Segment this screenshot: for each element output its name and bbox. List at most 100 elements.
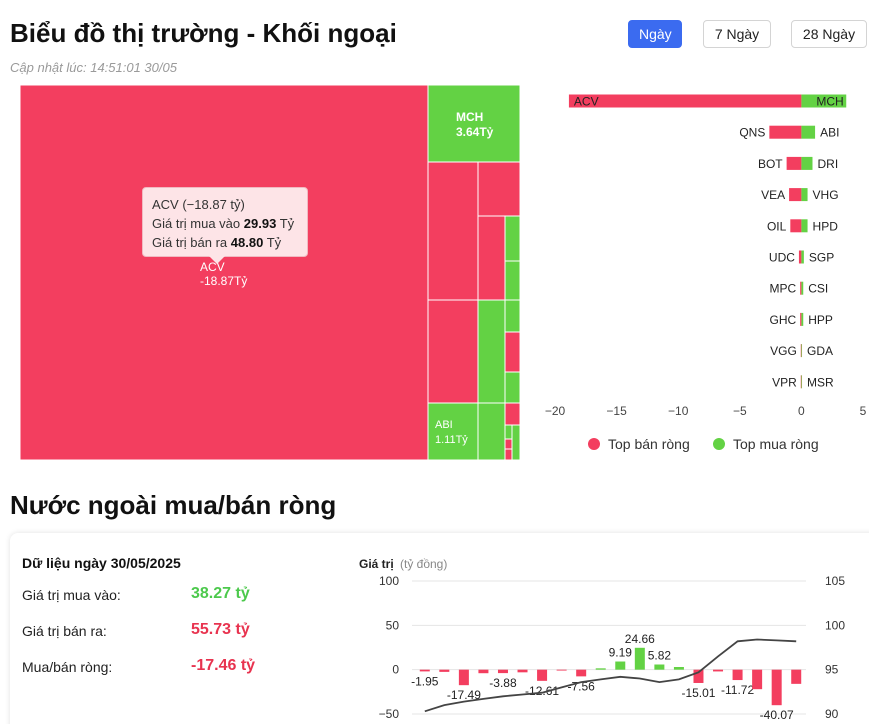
- y-tick-left: 0: [392, 663, 399, 677]
- bar-label-buy: SGP: [809, 251, 834, 265]
- foreign-treemap[interactable]: ACV -18.87Tỷ MCH 3.64Tỷ ABI 1.11Tỷ: [20, 85, 520, 460]
- bar-buy-hpd: [801, 219, 808, 233]
- legend-sell[interactable]: Top bán ròng: [588, 436, 690, 452]
- legend-sell-dot: [588, 438, 600, 450]
- net-bar: [693, 669, 704, 683]
- bar-value-label: 9.19: [609, 646, 633, 660]
- treemap-label-mch-value: 3.64Tỷ: [456, 125, 494, 139]
- bar-sell-udc: [798, 250, 802, 264]
- net-bar: [634, 647, 645, 670]
- treemap-cell-acv[interactable]: [20, 85, 429, 460]
- bar-sell-mpc: [800, 281, 802, 295]
- bar-value-label: -17.49: [447, 688, 481, 702]
- tooltip-sell-unit: Tỷ: [266, 235, 282, 250]
- updated-timestamp: Cập nhật lúc: 14:51:01 30/05: [10, 60, 177, 75]
- treemap-label-acv-value: -18.87Tỷ: [200, 274, 247, 288]
- treemap-cell[interactable]: [504, 215, 520, 262]
- net-bar: [713, 669, 724, 672]
- net-bar: [537, 669, 548, 681]
- y-tick-right: 105: [825, 574, 845, 588]
- treemap-cell[interactable]: [477, 215, 506, 301]
- bar-value-label: -12.61: [525, 684, 559, 698]
- bar-label-buy: DRI: [817, 157, 838, 171]
- period-28day-button[interactable]: 28 Ngày: [791, 20, 867, 48]
- bar-buy-hpp: [801, 312, 804, 326]
- treemap-cell[interactable]: [477, 161, 520, 217]
- bar-label-sell: VPR: [772, 375, 797, 389]
- bar-sell-qns: [769, 125, 802, 139]
- index-line: [424, 638, 797, 713]
- bar-buy-vhg: [801, 188, 808, 202]
- x-tick-label: 5: [860, 404, 867, 418]
- bar-label-sell: BOT: [758, 157, 783, 171]
- net-bar: [458, 669, 469, 686]
- treemap-label-abi-value: 1.11Tỷ: [435, 434, 468, 446]
- treemap-cell[interactable]: [504, 331, 520, 373]
- y-tick-left: 100: [379, 574, 399, 588]
- y-tick-right: 90: [825, 707, 839, 721]
- bar-label-buy: CSI: [808, 282, 828, 296]
- x-tick-label: −5: [733, 404, 747, 418]
- period-7day-button[interactable]: 7 Ngày: [703, 20, 771, 48]
- tooltip-sell-row: Giá trị bán ra 48.80 Tỷ: [152, 233, 298, 252]
- legend-buy-label: Top mua ròng: [733, 436, 819, 452]
- sell-value-label: Giá trị bán ra:: [22, 623, 107, 639]
- net-value-label: Mua/bán ròng:: [22, 659, 113, 675]
- tooltip-arrow: [209, 256, 225, 264]
- bar-buy-gda: [801, 344, 803, 358]
- legend-buy[interactable]: Top mua ròng: [713, 436, 819, 452]
- bar-sell-bot: [786, 156, 802, 170]
- bar-label-buy: HPP: [808, 313, 833, 327]
- buy-value: 38.27 tỷ: [191, 585, 250, 602]
- treemap-cell[interactable]: [504, 371, 520, 404]
- tooltip-sell-value: 48.80: [230, 235, 264, 250]
- sell-value: 55.73 tỷ: [191, 621, 250, 638]
- treemap-cell-mch[interactable]: [427, 85, 520, 163]
- treemap-cell-abi[interactable]: [427, 402, 479, 460]
- x-tick-label: −15: [606, 404, 627, 418]
- treemap-cell[interactable]: [477, 299, 506, 404]
- bar-sell-vgg: [800, 344, 802, 358]
- period-day-button[interactable]: Ngày: [628, 20, 682, 48]
- x-tick-label: −20: [545, 404, 566, 418]
- net-bar: [791, 669, 802, 684]
- y-tick-left: 50: [386, 618, 400, 632]
- net-bar: [732, 669, 743, 681]
- bar-value-label: -3.88: [489, 676, 517, 690]
- net-bar: [615, 661, 626, 670]
- net-bar: [576, 669, 587, 677]
- bar-sell-ghc: [800, 312, 802, 326]
- bar-buy-abi: [801, 125, 816, 139]
- buy-value-label: Giá trị mua vào:: [22, 587, 121, 603]
- top-net-bar-chart: ACV QNS BOT VEA OIL UDC MPC GHC VGG VPR MCH ABI DRI V…: [545, 94, 867, 418]
- net-value: -17.46 tỷ: [191, 657, 256, 674]
- treemap-cell[interactable]: [504, 260, 520, 301]
- bar-value-label: -1.95: [411, 674, 439, 688]
- bar-buy-mch: [801, 94, 847, 108]
- treemap-cell[interactable]: [477, 402, 506, 460]
- treemap-cell[interactable]: [511, 424, 520, 460]
- treemap-cell[interactable]: [427, 299, 479, 404]
- bar-buy-msr: [801, 375, 803, 389]
- net-bar: [478, 669, 489, 674]
- bar-label-sell: QNS: [739, 126, 765, 140]
- tooltip-title: ACV (−18.87 tỷ): [152, 197, 245, 212]
- bar-label-buy: MSR: [807, 375, 834, 389]
- treemap-cell[interactable]: [504, 299, 520, 333]
- bar-sell-acv: [568, 94, 802, 108]
- treemap-cell[interactable]: [504, 402, 520, 426]
- net-bar: [654, 664, 665, 670]
- bar-label-buy: HPD: [813, 219, 839, 233]
- net-bar: [497, 669, 508, 674]
- y-tick-right: 95: [825, 663, 839, 677]
- net-flow-combo-chart: Giá trị (tỷ đồng)100500−501051009590-1.95…: [359, 557, 845, 722]
- bar-label-sell: VEA: [761, 188, 785, 202]
- bar-label-buy: MCH: [816, 95, 843, 109]
- treemap-cell[interactable]: [427, 161, 479, 301]
- net-flow-card: [10, 533, 869, 724]
- tooltip-buy-row: Giá trị mua vào 29.93 Tỷ: [152, 214, 298, 233]
- y-tick-right: 100: [825, 618, 845, 632]
- bar-label-buy: VHG: [813, 188, 839, 202]
- net-bar: [595, 668, 606, 670]
- net-bar: [419, 669, 430, 672]
